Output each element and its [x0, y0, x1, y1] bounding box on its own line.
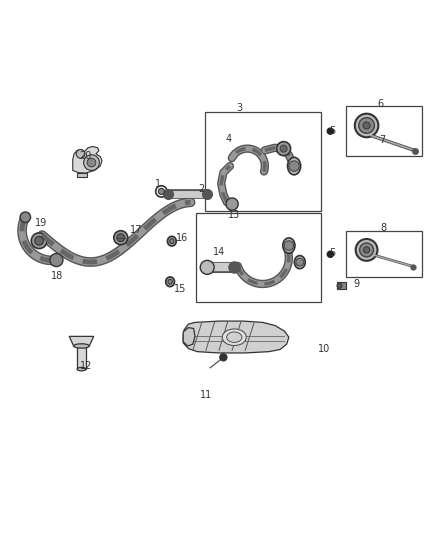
Circle shape [84, 155, 99, 171]
Text: 4: 4 [226, 134, 232, 144]
Text: 16: 16 [176, 233, 188, 243]
Circle shape [31, 233, 47, 248]
Circle shape [356, 239, 378, 261]
Text: 5: 5 [329, 248, 335, 259]
Circle shape [35, 236, 43, 245]
Circle shape [280, 145, 287, 152]
Polygon shape [69, 336, 94, 346]
Circle shape [359, 118, 374, 133]
Circle shape [363, 122, 370, 129]
Ellipse shape [226, 332, 242, 343]
Text: 6: 6 [378, 99, 384, 109]
Circle shape [76, 149, 85, 158]
Ellipse shape [166, 277, 174, 287]
Circle shape [277, 142, 290, 156]
Text: 11: 11 [200, 390, 212, 400]
Circle shape [114, 231, 128, 245]
Circle shape [20, 212, 31, 222]
Ellipse shape [77, 367, 86, 371]
Text: 19: 19 [35, 218, 47, 228]
Ellipse shape [294, 256, 305, 269]
Text: 13: 13 [228, 210, 240, 220]
Text: 5: 5 [329, 126, 335, 136]
Ellipse shape [170, 239, 174, 244]
Text: 9: 9 [353, 279, 360, 289]
Circle shape [117, 234, 125, 241]
Circle shape [226, 198, 238, 210]
Text: 20: 20 [80, 151, 92, 161]
Ellipse shape [167, 236, 176, 246]
Circle shape [327, 128, 333, 134]
Circle shape [355, 114, 378, 138]
Bar [346, 231, 422, 277]
Bar [346, 106, 422, 157]
Circle shape [360, 243, 374, 257]
Circle shape [364, 247, 370, 253]
Circle shape [87, 158, 96, 167]
Text: 15: 15 [173, 284, 186, 294]
Bar [337, 282, 346, 289]
Ellipse shape [74, 344, 89, 348]
Circle shape [284, 241, 293, 251]
Text: 7: 7 [380, 135, 386, 145]
Polygon shape [77, 346, 86, 369]
Circle shape [327, 251, 333, 257]
Circle shape [337, 283, 342, 288]
Text: 12: 12 [80, 361, 92, 371]
Circle shape [158, 188, 164, 195]
Circle shape [50, 254, 63, 266]
Ellipse shape [168, 279, 172, 284]
Circle shape [289, 161, 299, 171]
Bar [205, 112, 321, 211]
Circle shape [220, 354, 227, 361]
Text: 3: 3 [237, 103, 243, 114]
Text: 1: 1 [155, 180, 161, 189]
Text: 17: 17 [130, 225, 142, 235]
Text: 10: 10 [318, 344, 330, 354]
Text: 2: 2 [198, 184, 205, 194]
Ellipse shape [283, 238, 295, 253]
Bar [196, 213, 321, 302]
Polygon shape [183, 328, 195, 346]
Ellipse shape [288, 157, 300, 175]
Circle shape [296, 258, 304, 266]
Polygon shape [73, 147, 102, 173]
Text: 14: 14 [213, 247, 225, 257]
Text: 18: 18 [51, 271, 64, 281]
Ellipse shape [222, 329, 246, 345]
Text: 8: 8 [380, 223, 386, 233]
Circle shape [200, 261, 214, 274]
Polygon shape [77, 173, 87, 176]
Polygon shape [183, 321, 289, 353]
